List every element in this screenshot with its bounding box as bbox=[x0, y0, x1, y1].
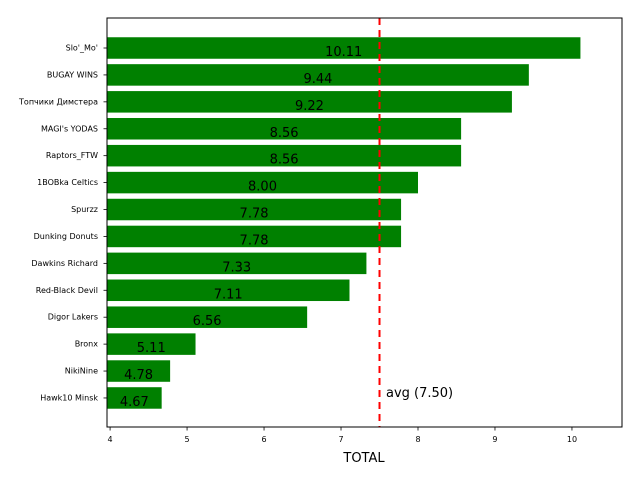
y-tick-label: Топчики Димстера bbox=[18, 97, 98, 106]
y-tick-label: Hawk10 Minsk bbox=[40, 393, 98, 402]
bar-value-label: 8.56 bbox=[270, 126, 299, 141]
y-tick-label: Digor Lakers bbox=[48, 313, 98, 322]
y-tick-layer: Slo'_Mo' BUGAY WINS Топчики Димстера MAGI's… bbox=[18, 44, 107, 402]
axes-layer bbox=[106, 17, 623, 428]
bar bbox=[107, 252, 367, 275]
y-tick-label: Bronx bbox=[75, 340, 99, 349]
x-tick-label: 5 bbox=[185, 435, 190, 444]
y-tick-label: MAGI's YODAS bbox=[41, 124, 98, 133]
bar-value-label: 9.44 bbox=[303, 72, 332, 87]
bar-value-label: 7.33 bbox=[222, 260, 251, 275]
bar bbox=[107, 91, 512, 113]
bar bbox=[107, 37, 581, 59]
bar-value-label: 7.78 bbox=[240, 207, 269, 222]
bar bbox=[107, 333, 196, 355]
bar bbox=[107, 279, 350, 302]
y-tick-label: BUGAY WINS bbox=[47, 70, 98, 79]
bar bbox=[107, 306, 308, 328]
y-tick-label: 1BOBka Celtics bbox=[37, 178, 98, 187]
y-tick-label: Red-Black Devil bbox=[36, 286, 98, 295]
bar-value-label: 10.11 bbox=[325, 45, 362, 60]
y-tick-label: Dunking Donuts bbox=[34, 232, 98, 241]
bar bbox=[107, 360, 171, 382]
bar-value-label: 5.11 bbox=[137, 341, 166, 356]
bars-layer bbox=[107, 37, 581, 409]
bar-value-label: 9.22 bbox=[295, 99, 324, 114]
plot-frame bbox=[106, 17, 623, 428]
x-tick-label: 9 bbox=[492, 435, 497, 444]
bar bbox=[107, 171, 418, 194]
bar bbox=[107, 225, 402, 248]
y-tick-label: Slo'_Mo' bbox=[66, 44, 98, 53]
bar-value-label: 8.00 bbox=[248, 180, 277, 195]
y-tick-label: Raptors_FTW bbox=[46, 151, 98, 160]
bar-value-label: 4.78 bbox=[124, 368, 153, 383]
y-tick-label: Dawkins Richard bbox=[31, 259, 98, 268]
bar-value-label: 6.56 bbox=[193, 314, 222, 329]
bar bbox=[107, 144, 462, 167]
value-labels-layer: 10.11 9.44 9.22 8.56 8.56 8.00 7.78 7.78 7.33 7.1… bbox=[120, 45, 362, 410]
x-tick-label: 8 bbox=[415, 435, 420, 444]
bar-value-label: 4.67 bbox=[120, 395, 149, 410]
x-axis-label: TOTAL bbox=[342, 451, 385, 466]
x-tick-layer: 4 5 6 7 8 9 10 bbox=[108, 427, 577, 444]
x-tick-label: 4 bbox=[108, 435, 113, 444]
bar bbox=[107, 198, 402, 221]
bar bbox=[107, 64, 529, 86]
x-tick-label: 6 bbox=[261, 435, 266, 444]
bar bbox=[107, 387, 162, 409]
y-tick-label: NikiNine bbox=[65, 367, 98, 376]
bar-value-label: 7.78 bbox=[240, 233, 269, 248]
bar bbox=[107, 118, 462, 140]
x-tick-label: 10 bbox=[567, 435, 577, 444]
bar-value-label: 7.11 bbox=[214, 287, 243, 302]
y-tick-label: Spurzz bbox=[71, 205, 98, 214]
reference-line-label: avg (7.50) bbox=[386, 386, 453, 401]
bar-value-label: 8.56 bbox=[270, 153, 299, 168]
x-tick-label: 7 bbox=[338, 435, 343, 444]
